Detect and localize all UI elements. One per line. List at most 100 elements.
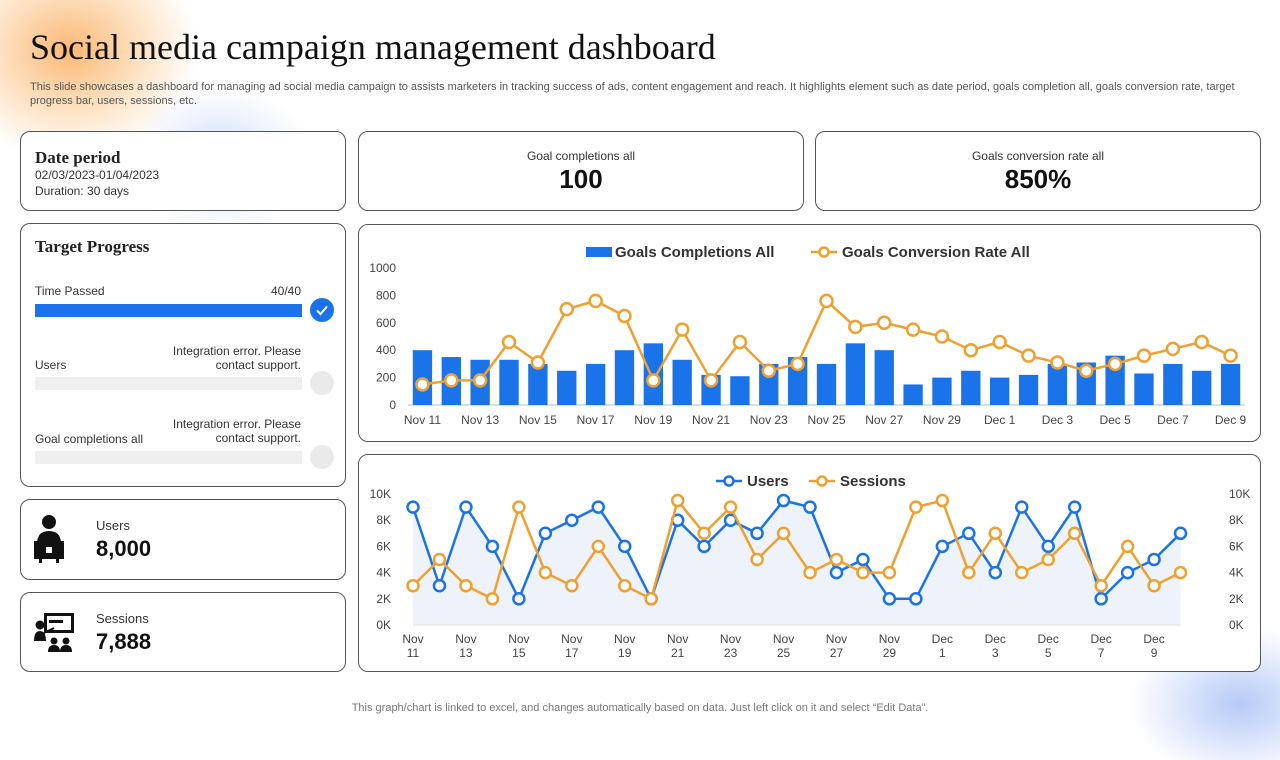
point-users [617, 539, 632, 554]
x-tick-label-month: Dec [1143, 632, 1164, 646]
legend-marker-conversion-rate [818, 246, 830, 258]
x-tick-label-month: Nov [773, 632, 794, 646]
users-progress-bar [35, 377, 302, 390]
point-conversion-rate [617, 308, 632, 324]
legend-label-goals-completions: Goals Completions All [615, 244, 774, 261]
conversion-rate-label: Goals conversion rate all [971, 149, 1105, 163]
users-error-text: Integration error. Please contact suppor… [172, 344, 301, 372]
point-conversion-rate [444, 373, 459, 388]
point-conversion-rate [1079, 363, 1094, 378]
point-conversion-rate [1194, 334, 1209, 350]
y-tick-label-right: 10K [1229, 487, 1250, 501]
point-users [1014, 500, 1029, 514]
point-sessions [644, 592, 658, 606]
x-tick-label: Nov 21 [692, 413, 730, 427]
point-sessions [856, 565, 870, 580]
page-description: This slide showcases a dashboard for man… [30, 81, 1235, 107]
x-tick-label-day: 21 [671, 646, 685, 660]
x-tick-label-month: Nov [826, 632, 847, 646]
point-conversion-rate [530, 355, 546, 370]
bar-goals-completions [903, 384, 923, 405]
point-users [935, 539, 950, 554]
point-sessions [988, 526, 1003, 541]
point-users [1147, 552, 1161, 567]
y-tick-label-left: 0K [376, 618, 391, 632]
point-sessions [406, 578, 420, 593]
x-tick-label: Nov 15 [519, 413, 557, 427]
line-users [411, 499, 1182, 603]
point-users [988, 565, 1003, 580]
point-sessions [670, 493, 685, 508]
point-users [591, 500, 606, 514]
goals-chart-card: Goals Completions All Goals Conversion Ra… [358, 224, 1261, 442]
conversion-rate-value: 850% [1004, 164, 1072, 194]
x-tick-label: Dec 7 [1157, 413, 1189, 427]
point-conversion-rate [905, 322, 921, 337]
point-conversion-rate [761, 363, 777, 378]
point-users [565, 513, 579, 527]
bar-goals-completions [874, 350, 894, 405]
x-tick-label-month: Dec [1038, 632, 1059, 646]
date-period-card: Date period 02/03/2023-01/04/2023 Durati… [20, 131, 346, 211]
x-tick-label-month: Nov [455, 632, 476, 646]
point-sessions [1014, 565, 1029, 580]
bar-goals-completions [1163, 363, 1183, 405]
point-sessions [591, 539, 606, 554]
legend-label-conversion-rate: Goals Conversion Rate All [842, 244, 1030, 261]
point-conversion-rate [963, 342, 979, 358]
point-users [1067, 500, 1082, 514]
point-sessions [432, 552, 447, 567]
y-tick-label-left: 10K [370, 487, 391, 501]
point-sessions [538, 565, 553, 580]
x-tick-label: Nov 23 [750, 413, 788, 427]
date-range: 02/03/2023-01/04/2023 [35, 168, 160, 182]
goal-progress-bar [35, 451, 302, 464]
x-tick-label-month: Nov [614, 632, 635, 646]
y-tick-label-left: 6K [376, 539, 391, 553]
point-conversion-rate [819, 293, 834, 309]
point-users [459, 500, 473, 514]
bar-goals-completions [845, 343, 866, 405]
x-tick-label: Nov 17 [577, 413, 615, 427]
x-tick-label-month: Dec [1090, 632, 1111, 646]
goal-status-icon [310, 445, 334, 469]
point-conversion-rate [1050, 355, 1065, 370]
target-progress-heading: Target Progress [35, 237, 150, 256]
point-users [432, 578, 447, 593]
point-users [882, 592, 897, 606]
page-title: Social media campaign management dashboa… [30, 27, 716, 67]
x-tick-label-month: Nov [402, 632, 423, 646]
y-tick-label-right: 4K [1229, 566, 1244, 580]
x-tick-label: Nov 27 [865, 413, 903, 427]
y-tick-label-right: 2K [1229, 592, 1244, 606]
point-sessions [459, 578, 473, 593]
point-users [829, 565, 844, 580]
target-progress-card: Target Progress Time Passed 40/40 Integr… [20, 223, 346, 487]
point-conversion-rate [646, 373, 661, 388]
point-users [1120, 565, 1135, 580]
point-sessions [935, 493, 950, 508]
x-tick-label-day: 17 [565, 646, 579, 660]
point-users [406, 500, 420, 514]
users-stat-card: Users 8,000 [20, 499, 346, 580]
point-users [512, 592, 526, 606]
point-sessions [1067, 526, 1082, 541]
point-sessions [485, 592, 500, 606]
y-tick-label: 200 [376, 371, 396, 385]
bar-goals-completions [499, 359, 519, 405]
point-sessions [776, 526, 791, 541]
time-passed-bar [35, 304, 302, 317]
point-conversion-rate [501, 334, 517, 350]
x-tick-label: Dec 3 [1042, 413, 1074, 427]
point-users [856, 552, 870, 567]
point-sessions [750, 552, 764, 567]
point-conversion-rate [1223, 348, 1238, 363]
point-conversion-rate [1136, 348, 1152, 363]
y-tick-label-left: 2K [376, 592, 391, 606]
point-sessions [1094, 578, 1108, 593]
sessions-stat-value: 7,888 [96, 629, 152, 654]
bar-goals-completions [730, 376, 750, 405]
conversion-rate-card: Goals conversion rate all 850% [815, 131, 1261, 211]
point-conversion-rate [1165, 341, 1181, 357]
y-tick-label-right: 0K [1229, 618, 1244, 632]
